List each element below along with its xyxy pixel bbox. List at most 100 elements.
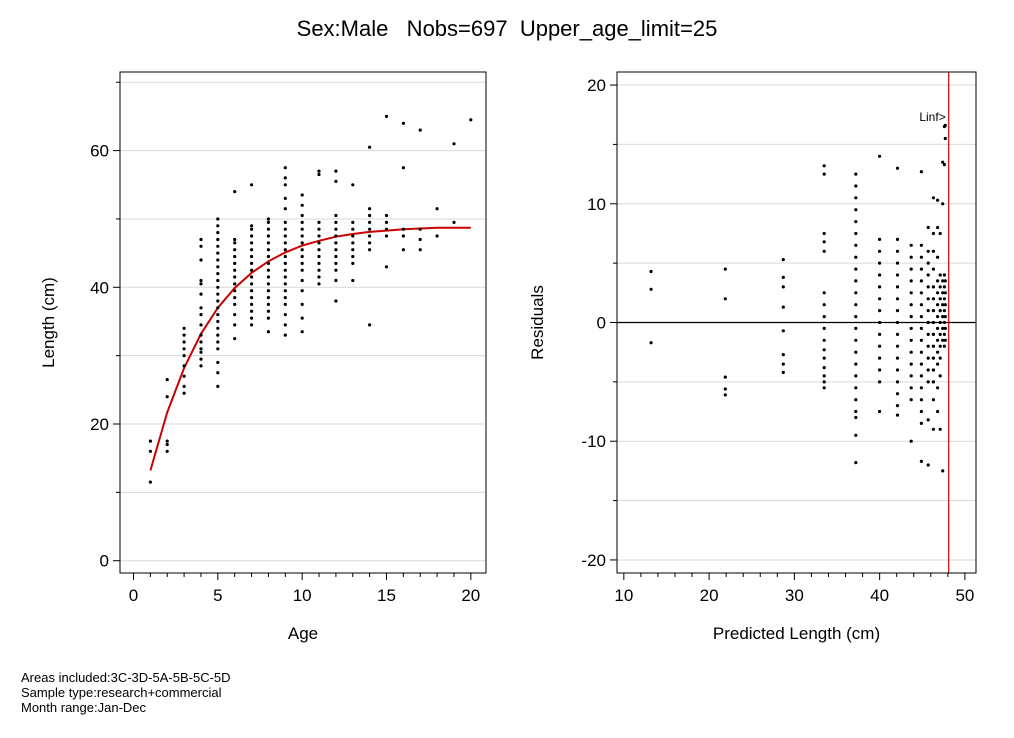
data-point [216, 217, 220, 221]
data-point [854, 409, 858, 414]
data-point [469, 118, 473, 122]
data-point [148, 439, 152, 443]
data-point [216, 244, 220, 248]
data-point [216, 292, 220, 296]
data-point [283, 275, 287, 279]
data-point [233, 296, 237, 300]
data-point [199, 323, 203, 327]
data-point [300, 268, 304, 272]
data-point [368, 323, 372, 327]
data-point [909, 315, 913, 319]
data-point [822, 249, 826, 253]
data-point [283, 282, 287, 286]
data-point [822, 356, 826, 360]
data-point [919, 279, 924, 283]
data-point [300, 302, 304, 306]
data-point [909, 338, 913, 342]
data-point [182, 374, 186, 378]
data-point [233, 323, 237, 327]
data-point [250, 183, 254, 187]
data-point [334, 268, 338, 272]
data-point [919, 386, 924, 390]
data-point [936, 303, 940, 307]
y-tick-label: 10 [587, 195, 606, 214]
data-point [854, 243, 858, 247]
data-point [418, 227, 422, 231]
data-point [926, 285, 930, 289]
data-point [936, 326, 940, 330]
data-point [182, 340, 186, 344]
data-point [148, 449, 152, 453]
data-point [895, 392, 900, 396]
data-point [895, 285, 900, 289]
data-point [351, 261, 355, 265]
data-point [250, 302, 254, 306]
data-point [781, 258, 785, 262]
data-point [822, 386, 826, 390]
data-point [931, 332, 936, 336]
data-point [878, 154, 882, 158]
data-point [943, 123, 947, 127]
chart-title: Sex:Male Nobs=697 Upper_age_limit=25 [296, 16, 718, 41]
data-point [216, 265, 220, 269]
data-point [854, 196, 858, 200]
data-point [878, 261, 882, 265]
data-point [317, 261, 321, 265]
y-tick-label: 0 [597, 314, 606, 333]
data-point [942, 344, 947, 348]
data-point [317, 234, 321, 238]
data-point [909, 362, 913, 366]
data-point [283, 289, 287, 293]
data-point [936, 198, 940, 202]
data-point [822, 348, 826, 352]
data-point [854, 208, 858, 212]
data-point [334, 254, 338, 259]
data-point [878, 273, 882, 277]
x-tick-label: 40 [870, 586, 889, 605]
data-point [233, 190, 237, 194]
data-point [723, 297, 727, 301]
data-point [854, 415, 858, 420]
data-point [909, 303, 913, 307]
x-tick-label: 30 [785, 586, 804, 605]
data-point [233, 237, 237, 242]
data-point [943, 315, 947, 319]
data-point [283, 248, 287, 252]
data-point [334, 227, 338, 231]
data-point [283, 254, 287, 259]
data-point [266, 261, 270, 265]
data-point [435, 234, 439, 238]
data-point [926, 249, 930, 253]
data-point [822, 326, 826, 330]
data-point [931, 344, 936, 348]
data-point [942, 320, 947, 325]
data-point [283, 268, 287, 272]
data-point [418, 237, 422, 242]
data-point [148, 480, 152, 484]
data-point [723, 267, 727, 271]
x-tick-label: 0 [129, 586, 138, 605]
data-point [266, 220, 270, 224]
data-point [384, 265, 389, 269]
data-point [941, 279, 945, 283]
data-point [368, 241, 372, 245]
data-point [384, 234, 389, 238]
data-point [942, 273, 947, 277]
data-point [919, 291, 924, 295]
data-point [909, 243, 913, 247]
data-point [931, 356, 936, 360]
data-point [941, 303, 945, 307]
data-point [895, 356, 900, 360]
data-point [822, 380, 826, 384]
data-point [368, 248, 372, 252]
y-tick-label: 60 [90, 142, 109, 161]
data-point [942, 163, 947, 167]
plot-frame [119, 71, 487, 574]
data-point [334, 179, 338, 183]
data-point [942, 285, 947, 289]
data-point [822, 231, 826, 236]
data-point [854, 303, 858, 307]
data-point [822, 315, 826, 319]
data-point [351, 278, 355, 283]
data-point [931, 380, 936, 384]
